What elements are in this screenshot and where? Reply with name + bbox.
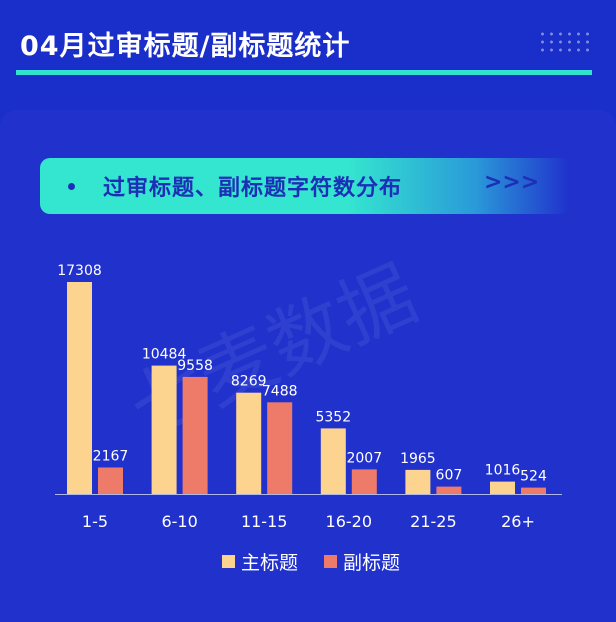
bar-sub-16-20 bbox=[351, 469, 377, 494]
bar-main-16-20 bbox=[320, 428, 346, 494]
legend-item-sub: 副标题 bbox=[324, 548, 400, 575]
bar-sub-21-25 bbox=[436, 486, 462, 494]
legend-label-main: 主标题 bbox=[241, 552, 299, 574]
chevrons-icon: >>> bbox=[484, 170, 540, 195]
data-label-main-26+: 1016 bbox=[485, 463, 521, 479]
bullet-icon bbox=[68, 183, 75, 190]
data-label-sub-21-25: 607 bbox=[436, 468, 463, 484]
data-label-sub-11-15: 7488 bbox=[262, 383, 298, 399]
x-tick-label-11-15: 11-15 bbox=[241, 512, 288, 531]
legend-label-sub: 副标题 bbox=[343, 552, 401, 574]
x-tick-label-16-20: 16-20 bbox=[326, 512, 373, 531]
data-label-sub-1-5: 2167 bbox=[93, 449, 129, 465]
bar-sub-6-10 bbox=[182, 376, 208, 494]
data-label-sub-16-20: 2007 bbox=[346, 450, 382, 466]
x-tick-label-26+: 26+ bbox=[501, 512, 535, 531]
chart-legend: 主标题 副标题 bbox=[222, 548, 426, 575]
header-underline bbox=[16, 70, 592, 75]
bar-main-11-15 bbox=[236, 392, 262, 494]
bar-main-1-5 bbox=[67, 282, 92, 494]
data-label-main-1-5: 17308 bbox=[57, 263, 102, 279]
bar-sub-1-5 bbox=[98, 467, 123, 494]
data-label-main-21-25: 1965 bbox=[400, 451, 436, 467]
banner-title: 过审标题、副标题字符数分布 bbox=[103, 176, 403, 201]
data-label-sub-6-10: 9558 bbox=[177, 358, 213, 374]
data-label-main-11-15: 8269 bbox=[231, 374, 267, 390]
bar-sub-26+ bbox=[521, 487, 546, 494]
data-label-main-16-20: 5352 bbox=[315, 409, 351, 425]
bar-main-26+ bbox=[490, 481, 515, 494]
data-label-main-6-10: 10484 bbox=[142, 347, 187, 363]
bar-main-6-10 bbox=[151, 365, 177, 494]
x-tick-label-1-5: 1-5 bbox=[82, 512, 108, 531]
bar-main-21-25 bbox=[405, 469, 431, 494]
data-label-sub-26+: 524 bbox=[520, 469, 547, 485]
decorative-dot-grid bbox=[538, 30, 594, 54]
legend-item-main: 主标题 bbox=[222, 548, 298, 575]
legend-swatch-sub bbox=[324, 555, 338, 568]
x-tick-label-6-10: 6-10 bbox=[161, 512, 197, 531]
page-title: 04月过审标题/副标题统计 bbox=[20, 31, 351, 62]
section-banner bbox=[40, 158, 570, 214]
legend-swatch-main bbox=[222, 555, 235, 568]
bar-sub-11-15 bbox=[267, 402, 293, 494]
x-tick-label-21-25: 21-25 bbox=[410, 512, 457, 531]
